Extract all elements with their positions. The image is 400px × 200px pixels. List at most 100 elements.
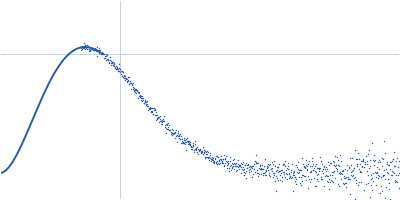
Point — [280, 162, 286, 165]
Point — [101, 56, 107, 59]
Point — [204, 150, 210, 153]
Point — [169, 127, 175, 131]
Point — [376, 174, 383, 177]
Point — [196, 149, 202, 152]
Point — [153, 113, 159, 117]
Point — [337, 172, 344, 175]
Point — [135, 90, 141, 93]
Point — [186, 142, 192, 146]
Point — [159, 120, 166, 123]
Point — [344, 163, 350, 166]
Point — [92, 46, 98, 49]
Point — [147, 105, 154, 109]
Point — [258, 166, 264, 169]
Point — [351, 167, 357, 170]
Point — [267, 167, 274, 170]
Point — [359, 166, 366, 169]
Point — [331, 170, 338, 173]
Point — [338, 160, 344, 163]
Point — [200, 152, 206, 156]
Point — [175, 131, 181, 135]
Point — [206, 155, 212, 158]
Point — [295, 167, 302, 170]
Point — [152, 108, 158, 112]
Point — [197, 148, 203, 151]
Point — [281, 172, 287, 175]
Point — [272, 179, 278, 182]
Point — [214, 159, 220, 163]
Point — [350, 173, 356, 177]
Point — [134, 90, 140, 93]
Point — [332, 176, 338, 179]
Point — [124, 78, 130, 81]
Point — [346, 166, 352, 170]
Point — [328, 179, 335, 182]
Point — [327, 180, 334, 184]
Point — [248, 165, 254, 169]
Point — [390, 164, 397, 168]
Point — [139, 99, 146, 103]
Point — [298, 168, 305, 172]
Point — [138, 94, 144, 97]
Point — [284, 168, 291, 171]
Point — [336, 184, 342, 188]
Point — [149, 107, 155, 110]
Point — [114, 67, 120, 70]
Point — [278, 169, 284, 172]
Point — [191, 148, 197, 151]
Point — [178, 142, 184, 145]
Point — [299, 179, 305, 182]
Point — [90, 48, 97, 52]
Point — [94, 48, 101, 52]
Point — [193, 147, 199, 150]
Point — [182, 140, 189, 143]
Point — [129, 83, 136, 86]
Point — [332, 155, 339, 158]
Point — [83, 47, 90, 50]
Point — [391, 150, 397, 153]
Point — [118, 72, 124, 75]
Point — [326, 187, 332, 190]
Point — [208, 158, 214, 161]
Point — [310, 168, 316, 171]
Point — [214, 162, 220, 165]
Point — [319, 170, 325, 173]
Point — [135, 95, 142, 98]
Point — [110, 62, 117, 65]
Point — [390, 170, 396, 173]
Point — [136, 92, 142, 95]
Point — [200, 145, 206, 148]
Point — [372, 183, 379, 186]
Point — [270, 163, 276, 166]
Point — [200, 150, 207, 154]
Point — [357, 171, 363, 174]
Point — [215, 156, 221, 159]
Point — [356, 158, 362, 161]
Point — [164, 122, 171, 125]
Point — [280, 171, 287, 174]
Point — [348, 173, 354, 177]
Point — [246, 170, 252, 173]
Point — [173, 134, 180, 137]
Point — [365, 173, 372, 176]
Point — [148, 109, 155, 113]
Point — [143, 100, 150, 104]
Point — [210, 158, 216, 162]
Point — [156, 119, 163, 122]
Point — [304, 165, 310, 168]
Point — [170, 131, 177, 135]
Point — [266, 174, 272, 177]
Point — [101, 52, 107, 55]
Point — [237, 164, 243, 167]
Point — [374, 161, 381, 164]
Point — [97, 51, 103, 54]
Point — [256, 173, 262, 176]
Point — [168, 131, 174, 134]
Point — [341, 176, 347, 179]
Point — [126, 82, 132, 85]
Point — [298, 176, 304, 179]
Point — [150, 106, 156, 109]
Point — [105, 58, 112, 62]
Point — [279, 180, 285, 183]
Point — [385, 171, 392, 174]
